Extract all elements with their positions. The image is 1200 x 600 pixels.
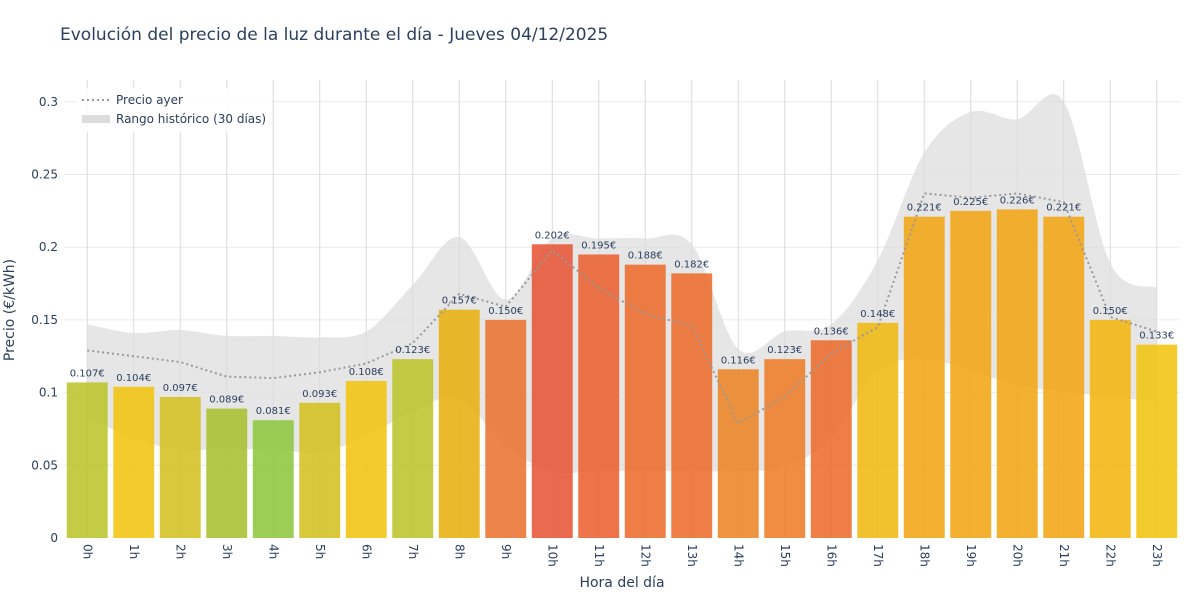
bar-value-label: 0.116€: [721, 355, 756, 366]
y-tick-label: 0.15: [31, 313, 58, 327]
price-bar-22h: [1089, 319, 1131, 538]
price-bar-23h: [1136, 344, 1178, 538]
y-tick-label: 0.3: [39, 95, 58, 109]
bar-value-label: 0.136€: [814, 326, 849, 337]
x-tick-label: 8h: [452, 544, 466, 559]
price-bar-21h: [1043, 216, 1085, 538]
y-tick-label: 0.1: [39, 386, 58, 400]
y-axis-ticks: 0 0.05 0.1 0.15 0.2 0.25 0.3: [31, 95, 58, 545]
x-tick-label: 7h: [406, 544, 420, 559]
x-tick-label: 20h: [1010, 544, 1024, 567]
price-bar-6h: [345, 380, 387, 538]
price-bar-16h: [810, 340, 852, 538]
price-bar-2h: [159, 396, 201, 538]
x-tick-label: 1h: [127, 544, 141, 559]
bar-value-labels: 0.107€ 0.104€ 0.097€ 0.089€ 0.081€ 0.093€ 0.10…: [70, 195, 1175, 417]
price-bars: [66, 209, 1178, 539]
x-tick-label: 9h: [499, 544, 513, 559]
price-bar-3h: [206, 408, 248, 538]
bar-value-label: 0.133€: [1139, 331, 1174, 342]
bar-value-label: 0.195€: [581, 240, 616, 251]
price-bar-14h: [717, 369, 759, 538]
bar-value-label: 0.226€: [1000, 195, 1035, 206]
y-tick-label: 0: [50, 531, 58, 545]
bar-value-label: 0.097€: [163, 383, 198, 394]
price-bar-19h: [950, 210, 992, 538]
price-bar-8h: [438, 309, 480, 538]
price-bar-12h: [624, 264, 666, 538]
y-tick-label: 0.05: [31, 458, 58, 472]
x-tick-label: 15h: [778, 544, 792, 567]
yesterday-price-polyline: [87, 192, 1158, 425]
bar-value-label: 0.081€: [256, 406, 291, 417]
price-bar-17h: [857, 322, 899, 538]
legend-item-historical-range[interactable]: Rango histórico (30 días): [116, 112, 266, 126]
price-bar-4h: [252, 420, 294, 538]
bar-value-label: 0.188€: [628, 251, 663, 262]
legend-background: [76, 88, 272, 132]
bar-value-label: 0.221€: [1046, 203, 1081, 214]
yesterday-price-line: [87, 192, 1158, 425]
chart-title: Evolución del precio de la luz durante e…: [60, 25, 608, 45]
y-tick-label: 0.25: [31, 168, 58, 182]
price-bar-20h: [996, 209, 1038, 538]
bar-value-label: 0.089€: [209, 395, 244, 406]
historical-range-area: [87, 94, 1157, 473]
price-bar-0h: [66, 382, 108, 538]
bar-value-label: 0.157€: [442, 296, 477, 307]
x-tick-label: 12h: [638, 544, 652, 567]
x-tick-label: 14h: [731, 544, 745, 567]
bar-value-label: 0.148€: [860, 309, 895, 320]
historical-range-band: [87, 94, 1157, 473]
x-tick-label: 13h: [685, 544, 699, 567]
bar-value-label: 0.150€: [488, 306, 523, 317]
x-tick-label: 2h: [173, 544, 187, 559]
legend-item-yesterday[interactable]: Precio ayer: [116, 93, 183, 107]
bar-value-label: 0.108€: [349, 367, 384, 378]
x-tick-label: 21h: [1057, 544, 1071, 567]
bar-value-label: 0.221€: [907, 203, 942, 214]
price-bar-10h: [531, 244, 573, 539]
x-tick-label: 23h: [1150, 544, 1164, 567]
x-axis-title: Hora del día: [579, 575, 664, 591]
bar-value-label: 0.123€: [395, 345, 430, 356]
x-tick-label: 3h: [220, 544, 234, 559]
price-bar-9h: [485, 319, 527, 538]
x-tick-label: 22h: [1103, 544, 1117, 567]
x-tick-label: 16h: [824, 544, 838, 567]
bar-value-label: 0.093€: [302, 389, 337, 400]
price-bar-11h: [578, 254, 620, 538]
price-bar-1h: [113, 386, 155, 538]
x-axis-ticks: 0h 1h 2h 3h 4h 5h 6h 7h 8h 9h 10h 11h 12h 13h 14h 15h 16…: [80, 544, 1164, 567]
x-tick-label: 10h: [545, 544, 559, 567]
x-tick-label: 19h: [964, 544, 978, 567]
chart-legend: Precio ayer Rango histórico (30 días): [76, 88, 272, 132]
bar-value-label: 0.182€: [674, 259, 709, 270]
x-tick-label: 0h: [80, 544, 94, 559]
y-axis-title: Precio (€/kWh): [2, 259, 18, 361]
x-tick-label: 6h: [359, 544, 373, 559]
bar-value-label: 0.104€: [116, 373, 151, 384]
bar-value-label: 0.150€: [1093, 306, 1128, 317]
bar-value-label: 0.107€: [70, 368, 105, 379]
price-bar-13h: [671, 273, 713, 538]
bar-value-label: 0.225€: [953, 197, 988, 208]
x-tick-label: 17h: [871, 544, 885, 567]
y-tick-label: 0.2: [39, 240, 58, 254]
price-bar-15h: [764, 359, 806, 538]
bar-value-label: 0.202€: [535, 230, 570, 241]
x-tick-label: 11h: [592, 544, 606, 567]
x-tick-label: 5h: [313, 544, 327, 559]
price-bar-18h: [903, 216, 945, 538]
x-tick-label: 4h: [266, 544, 280, 559]
price-bar-5h: [299, 402, 341, 538]
x-tick-label: 18h: [917, 544, 931, 567]
bar-value-label: 0.123€: [767, 345, 802, 356]
price-bar-7h: [392, 359, 434, 538]
legend-band-icon[interactable]: [82, 115, 110, 123]
